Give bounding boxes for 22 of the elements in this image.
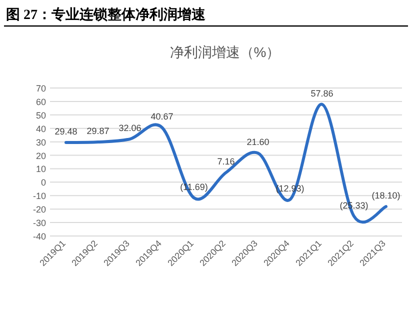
data-label: 40.67 [150, 111, 174, 122]
y-tick-label: 70 [36, 84, 46, 94]
data-label: 57.86 [310, 88, 334, 98]
y-tick-label: -30 [32, 218, 46, 228]
data-label: 29.87 [86, 126, 110, 136]
data-label: 29.48 [54, 126, 78, 137]
chart-subtitle: 净利润增速（%） [170, 44, 280, 60]
y-tick-label: 10 [36, 164, 46, 174]
y-tick-label: -20 [32, 204, 46, 215]
data-label: 21.60 [246, 137, 270, 148]
y-tick-label: 20 [36, 150, 46, 161]
data-label: 32.06 [118, 123, 142, 134]
y-tick-label: 30 [36, 137, 46, 148]
data-label: 7.16 [217, 156, 235, 167]
y-tick-label: -40 [32, 232, 46, 242]
y-tick-label: 60 [36, 96, 46, 107]
y-tick-label: 40 [36, 124, 46, 134]
y-tick-label: 50 [36, 110, 46, 120]
data-label: (18.10) [372, 190, 400, 201]
chart-title: 图 27：专业连锁整体净利润增速 [6, 6, 206, 23]
y-tick-label: 0 [40, 178, 46, 188]
y-tick-label: -10 [32, 191, 46, 202]
